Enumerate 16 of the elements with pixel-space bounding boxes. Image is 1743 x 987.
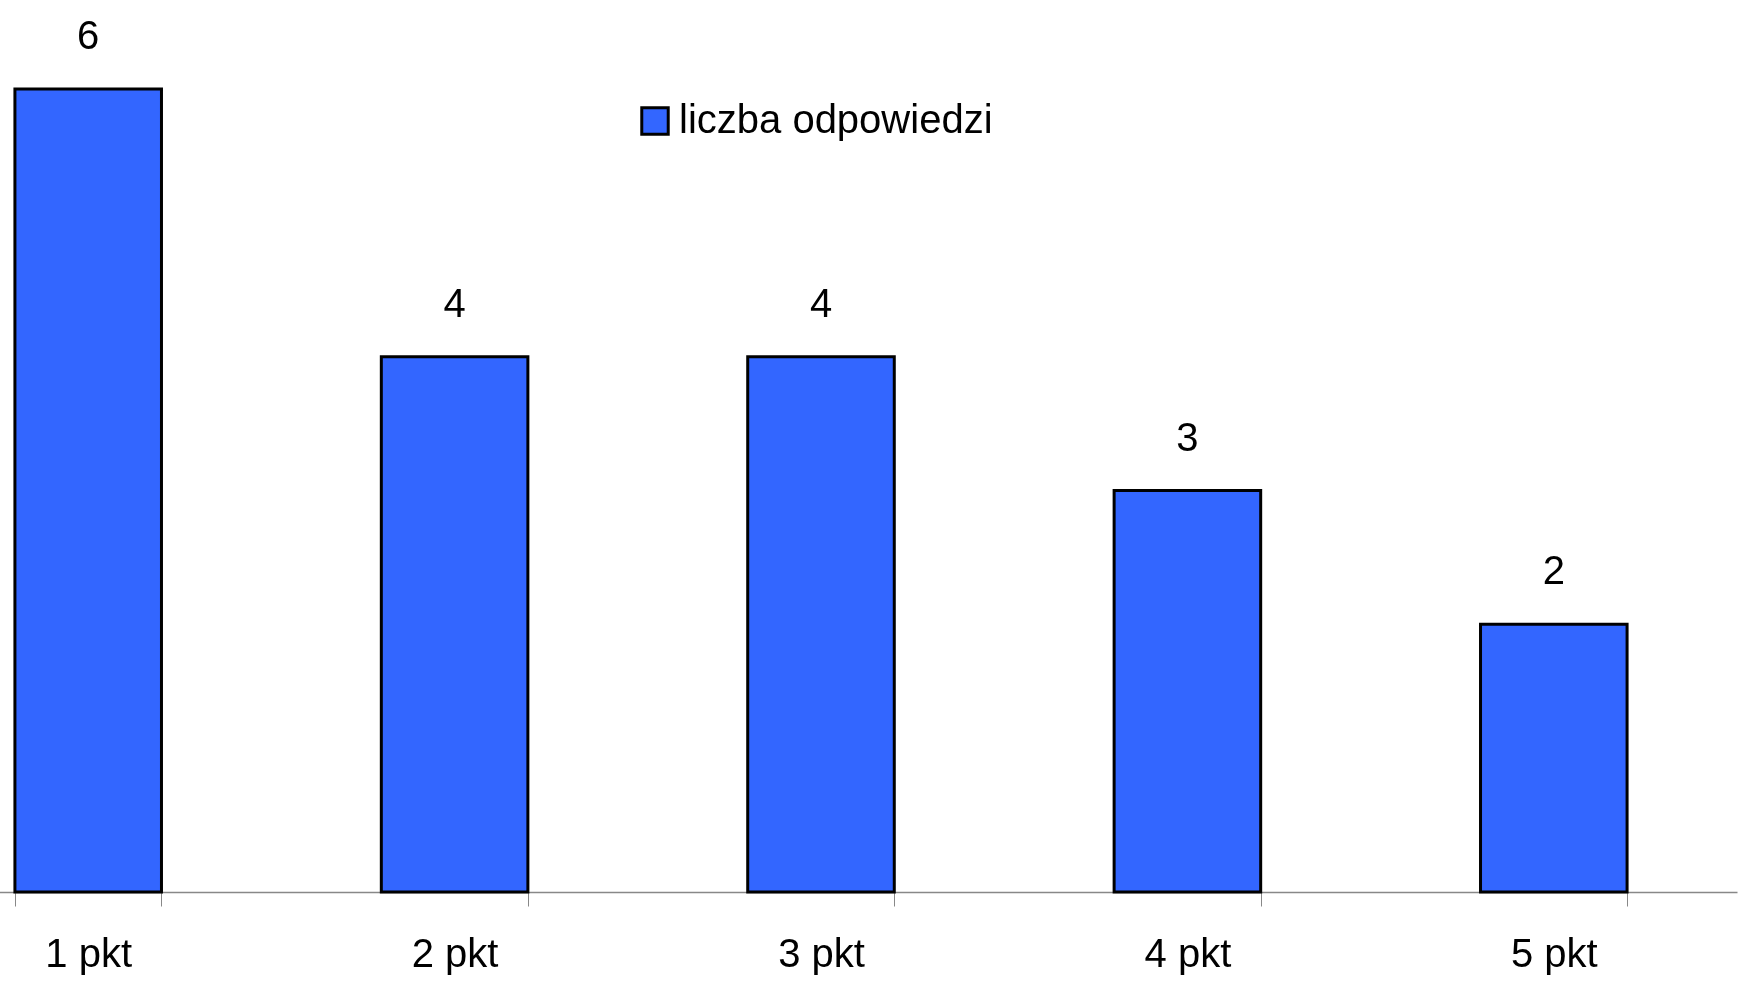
x-tick-label: 5 pkt xyxy=(1510,930,1598,975)
bar xyxy=(746,355,896,894)
bar xyxy=(13,87,163,894)
legend-label: liczba odpowiedzi xyxy=(679,97,993,141)
data-label: 2 xyxy=(1542,548,1565,593)
data-label: 3 xyxy=(1176,414,1199,459)
x-tick-label: 4 pkt xyxy=(1144,930,1232,975)
bar xyxy=(379,355,530,894)
data-label: 4 xyxy=(443,280,466,325)
data-label: 6 xyxy=(77,13,100,57)
x-tick-label: 3 pkt xyxy=(778,930,865,975)
x-tick-label: 2 pkt xyxy=(411,930,499,975)
bar xyxy=(1479,622,1629,894)
x-tick-label: 1 pkt xyxy=(45,930,133,975)
data-label: 4 xyxy=(809,280,833,325)
bar xyxy=(1112,489,1263,894)
